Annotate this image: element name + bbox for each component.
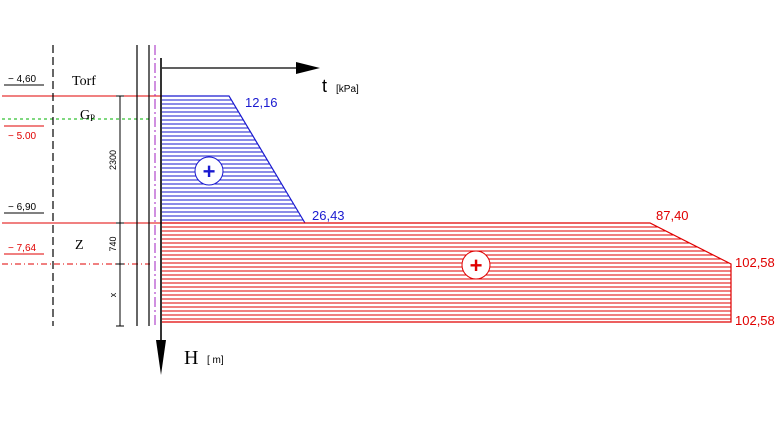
dimension-label-2: 740	[108, 236, 118, 251]
value-label-3: 87,40	[656, 208, 689, 223]
blue-hatch-lines	[162, 95, 304, 221]
level-label-4: − 7,64	[8, 243, 37, 254]
level-label-1: − 4,60	[8, 74, 37, 85]
layer-label-z: Z	[75, 238, 84, 253]
red-region-outline	[162, 222, 732, 323]
layer-label-torf: Torf	[72, 74, 96, 89]
dimension-label-1: 2300	[108, 150, 118, 170]
t-axis-arrow	[296, 62, 320, 74]
t-axis-symbol: t	[322, 76, 327, 96]
value-label-2: 26,43	[312, 208, 345, 223]
value-label-5: 102,58	[735, 313, 775, 328]
t-axis-unit: [kPa]	[336, 84, 359, 95]
blue-plus-circle	[194, 156, 224, 186]
value-label-1: 12,16	[245, 95, 278, 110]
red-plus-sign: +	[470, 253, 483, 278]
value-label-4: 102,58	[735, 255, 775, 270]
h-axis-symbol: H	[184, 347, 198, 369]
layer-label-gp: G	[80, 108, 90, 123]
red-hatch-lines	[162, 222, 731, 320]
blue-plus-sign: +	[203, 159, 216, 184]
level-label-2: − 5.00	[8, 131, 37, 142]
h-axis-arrow	[156, 340, 166, 375]
dimension-label-3: x	[108, 292, 118, 297]
blue-region-outline	[162, 95, 306, 224]
red-plus-circle	[461, 250, 491, 280]
h-axis-unit: [ m]	[207, 355, 224, 366]
layer-label-gp-sub: P	[90, 113, 95, 123]
level-label-3: − 6,90	[8, 202, 37, 213]
